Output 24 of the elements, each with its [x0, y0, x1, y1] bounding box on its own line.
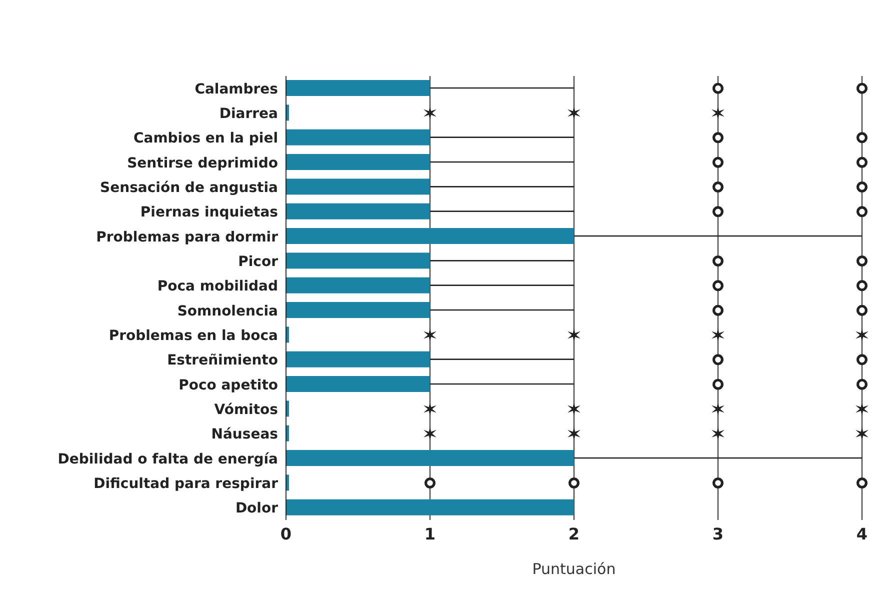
y-tick-label: Poca mobilidad: [157, 278, 278, 295]
y-tick-label: Poco apetito: [178, 377, 278, 394]
y-tick-label: Náuseas: [211, 426, 278, 443]
y-tick-label: Debilidad o falta de energía: [58, 451, 278, 468]
x-tick-label: 4: [856, 524, 868, 544]
y-tick-label: Vómitos: [214, 402, 278, 418]
y-tick-label: Dolor: [235, 500, 278, 517]
y-tick-label: Sentirse deprimido: [127, 155, 278, 172]
y-tick-label: Estreñimiento: [167, 352, 278, 369]
x-tick-label: 1: [424, 524, 436, 544]
y-tick-label: Sensación de angustia: [100, 180, 278, 196]
y-tick-label: Problemas para dormir: [96, 229, 278, 246]
y-tick-label: Problemas en la boca: [108, 328, 278, 344]
x-tick-label: 2: [568, 524, 580, 544]
y-tick-label: Somnolencia: [177, 303, 278, 320]
y-tick-label: Diarrea: [219, 106, 278, 122]
y-tick-label: Piernas inquietas: [140, 204, 278, 221]
y-tick-label: Picor: [238, 254, 278, 270]
y-tick-label: Calambres: [194, 81, 278, 98]
y-tick-label: Dificultad para respirar: [94, 476, 278, 492]
x-tick-label: 3: [712, 524, 724, 544]
y-tick-label: Cambios en la piel: [133, 130, 278, 147]
x-tick-label: 0: [280, 524, 292, 544]
x-axis-title: Puntuación: [532, 560, 616, 578]
